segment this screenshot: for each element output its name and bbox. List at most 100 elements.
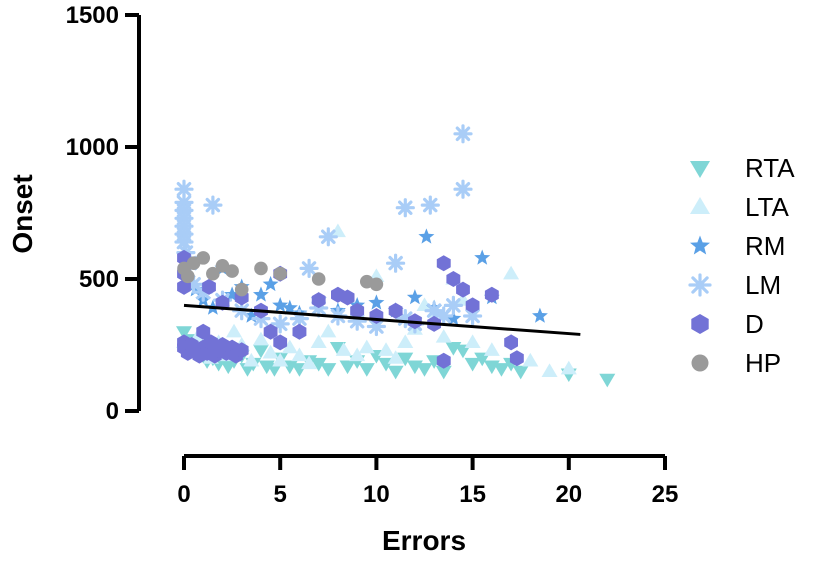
- data-point: [358, 339, 375, 354]
- data-point: [599, 373, 616, 388]
- data-point: [512, 365, 529, 380]
- legend-marker: [690, 161, 710, 178]
- data-point: [193, 282, 213, 302]
- data-point: [388, 302, 403, 319]
- data-point: [273, 266, 288, 281]
- data-point: [474, 249, 491, 265]
- data-point: [560, 360, 577, 375]
- legend: RTA LTA RM LM D HP: [688, 153, 795, 378]
- data-point: [436, 255, 451, 272]
- data-point: [263, 323, 278, 340]
- data-point: [270, 314, 290, 334]
- data-point: [202, 278, 216, 295]
- data-point: [522, 352, 539, 367]
- data-point: [299, 258, 319, 278]
- data-point: [453, 179, 473, 199]
- data-point: [445, 310, 462, 326]
- legend-label: HP: [745, 348, 781, 378]
- data-point: [424, 301, 444, 321]
- data-point: [253, 286, 269, 302]
- data-point: [416, 297, 433, 311]
- data-point: [464, 334, 481, 348]
- data-point: [234, 282, 249, 297]
- x-tick-label: 5: [274, 481, 287, 508]
- data-point: [420, 195, 440, 215]
- data-point: [252, 331, 269, 346]
- data-point: [509, 350, 524, 367]
- data-point: [292, 323, 307, 340]
- series-d: [177, 249, 524, 369]
- data-point: [272, 297, 289, 313]
- data-point: [174, 179, 194, 199]
- data-point: [464, 357, 481, 372]
- x-tick-label: 0: [177, 481, 190, 508]
- legend-marker: [691, 354, 709, 372]
- data-point: [310, 334, 327, 348]
- data-point: [454, 344, 471, 359]
- data-point: [243, 352, 260, 367]
- data-point: [366, 316, 386, 337]
- x-tick-label: 25: [652, 481, 679, 508]
- data-point: [350, 302, 365, 319]
- data-point: [318, 227, 338, 247]
- data-point: [281, 339, 298, 354]
- data-point: [369, 277, 384, 292]
- x-tick-label: 20: [555, 481, 582, 508]
- data-point: [397, 334, 414, 348]
- x-axis-title: Errors: [382, 525, 466, 556]
- legend-item-rm: RM: [690, 231, 785, 261]
- data-marks: [174, 124, 616, 388]
- data-point: [234, 342, 249, 359]
- data-point: [474, 352, 491, 367]
- data-point: [176, 326, 192, 340]
- data-point: [272, 352, 289, 367]
- data-point: [252, 344, 269, 359]
- y-tick-label: 500: [79, 266, 119, 293]
- data-point: [181, 269, 195, 284]
- data-point: [262, 275, 279, 292]
- data-point: [339, 360, 356, 375]
- data-point: [387, 365, 404, 380]
- data-point: [541, 363, 558, 377]
- data-point: [434, 306, 454, 326]
- data-point: [395, 198, 415, 218]
- data-point: [347, 311, 367, 331]
- data-point: [340, 289, 355, 306]
- data-point: [243, 307, 260, 323]
- legend-marker: [688, 273, 712, 297]
- data-point: [435, 365, 452, 380]
- data-point: [378, 342, 395, 356]
- x-tick-label: 15: [459, 481, 486, 508]
- data-point: [289, 309, 309, 329]
- data-point: [358, 363, 375, 377]
- data-point: [225, 264, 239, 278]
- legend-item-lm: LM: [688, 270, 781, 300]
- data-point: [187, 281, 204, 297]
- data-point: [311, 292, 326, 309]
- legend-label: LTA: [745, 192, 789, 222]
- data-point: [320, 323, 337, 338]
- data-point: [484, 286, 499, 303]
- legend-marker: [690, 235, 710, 255]
- data-point: [349, 347, 366, 362]
- data-point: [532, 307, 548, 323]
- data-point: [386, 253, 406, 273]
- data-point: [503, 265, 520, 280]
- data-point: [435, 329, 452, 343]
- data-point: [266, 363, 283, 377]
- legend-item-rta: RTA: [690, 153, 795, 183]
- data-point: [301, 355, 318, 370]
- series-hp: [177, 251, 384, 297]
- data-point: [311, 272, 326, 286]
- data-point: [184, 274, 204, 294]
- data-point: [196, 251, 211, 265]
- legend-label: RTA: [745, 153, 795, 183]
- y-tick-label: 1500: [66, 2, 119, 29]
- data-point: [406, 289, 423, 305]
- legend-marker: [691, 314, 709, 334]
- axes: 0 500 1000 1500 0 5 10 15 20 25: [66, 2, 679, 508]
- data-point: [320, 363, 337, 377]
- data-point: [416, 363, 433, 377]
